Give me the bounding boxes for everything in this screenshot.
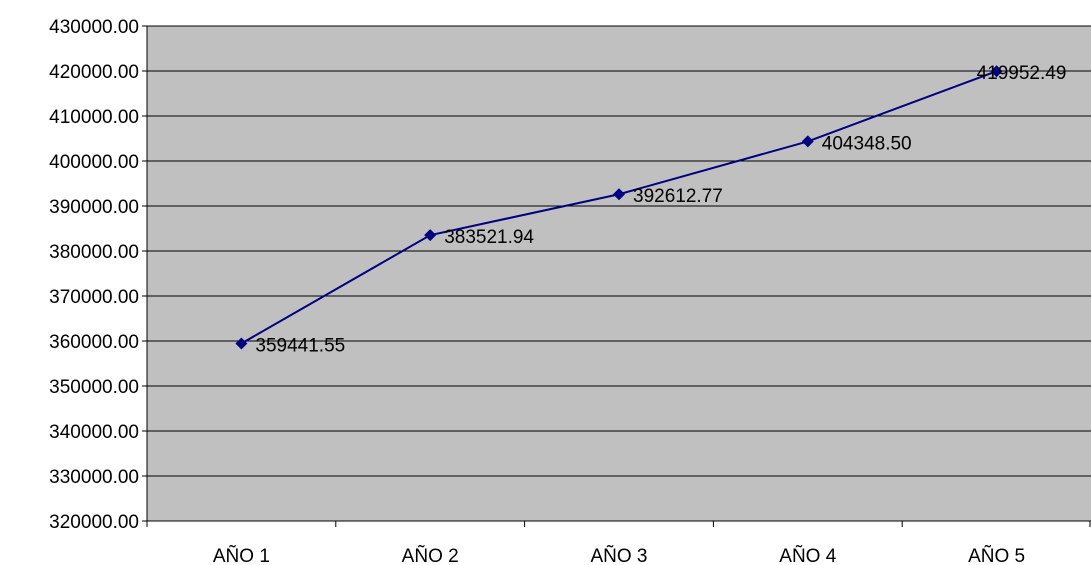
y-tick-label: 420000.00 <box>49 62 139 83</box>
x-tick-label: AÑO 4 <box>779 545 836 565</box>
x-axis: AÑO 1 AÑO 2 AÑO 3 AÑO 4 AÑO 5 <box>146 520 1091 565</box>
y-tick-label: 330000.00 <box>49 467 139 488</box>
data-label: 419952.49 <box>977 63 1067 84</box>
y-tick-label: 410000.00 <box>49 107 139 128</box>
gridlines <box>147 25 1091 477</box>
y-tick-label: 350000.00 <box>49 377 139 398</box>
series-1: 359441.55 383521.94 392612.77 404348.50 4199… <box>235 63 1067 357</box>
y-axis: 320000.00 330000.00 340000.00 350000.00 3600… <box>49 17 148 533</box>
y-tick-label: 360000.00 <box>49 332 139 353</box>
data-point-marker <box>990 65 1003 78</box>
data-point-marker <box>613 188 625 201</box>
data-point-marker <box>424 229 437 242</box>
data-point-marker <box>801 135 814 148</box>
x-tick-label: AÑO 5 <box>968 545 1025 565</box>
y-tick-label: 400000.00 <box>49 152 139 173</box>
data-label: 392612.77 <box>633 186 723 207</box>
plot-area <box>147 26 1091 521</box>
data-label: 404348.50 <box>822 133 912 154</box>
x-tick-label: AÑO 3 <box>590 545 647 565</box>
x-tick-label: AÑO 2 <box>402 545 459 565</box>
y-tick-label: 320000.00 <box>49 512 139 533</box>
data-label: 359441.55 <box>255 336 345 357</box>
y-tick-label: 340000.00 <box>49 422 139 443</box>
y-tick-label: 430000.00 <box>49 17 139 38</box>
data-label: 383521.94 <box>444 227 534 248</box>
data-point-marker <box>235 337 248 350</box>
y-tick-label: 390000.00 <box>49 197 139 218</box>
y-tick-label: 380000.00 <box>49 242 139 263</box>
y-tick-label: 370000.00 <box>49 287 139 308</box>
x-tick-label: AÑO 1 <box>213 545 270 565</box>
